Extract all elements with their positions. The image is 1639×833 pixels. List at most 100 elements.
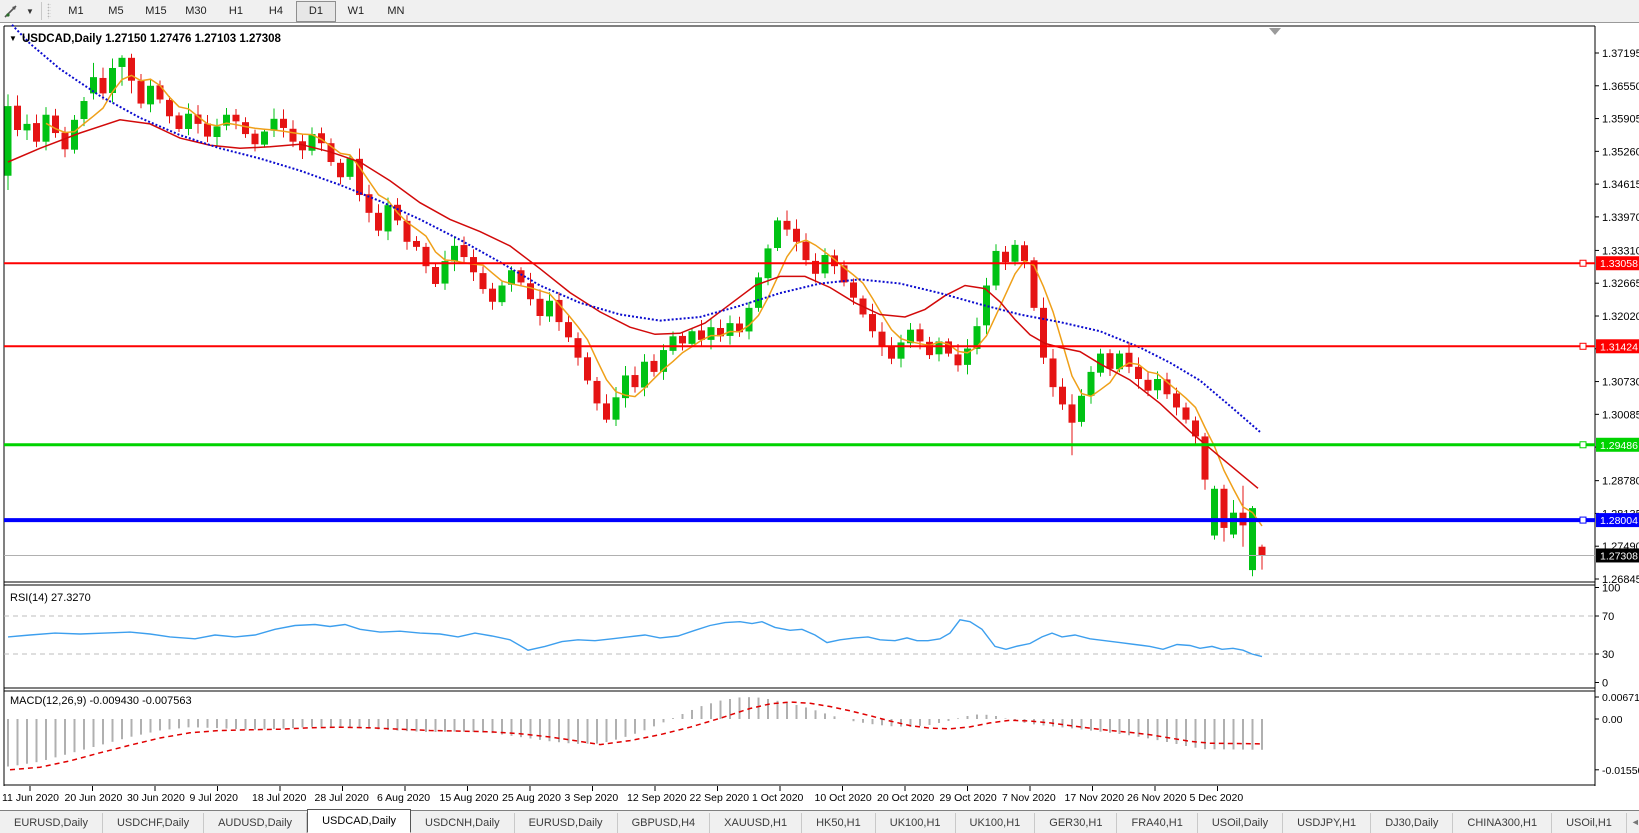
price-badge-1.33058: 1.33058 [1596, 256, 1639, 271]
macd-axis-label: -0.015502 [1602, 765, 1639, 777]
svg-text:1.29486: 1.29486 [1600, 440, 1638, 452]
price-axis-label: 1.33970 [1602, 212, 1639, 224]
symbol-tab-uk100-h1[interactable]: UK100,H1 [876, 813, 956, 833]
symbol-tab-usoil-h1[interactable]: USOil,H1 [1552, 813, 1627, 833]
symbol-tab-usdcnh-daily[interactable]: USDCNH,Daily [411, 813, 515, 833]
ma-slow-blue-line [11, 24, 1261, 433]
chart-frame [3, 25, 1596, 786]
date-axis-label: 26 Nov 2020 [1127, 792, 1187, 804]
toolbar-dropdown-caret[interactable]: ▼ [26, 6, 34, 16]
symbol-tab-fra40-h1[interactable]: FRA40,H1 [1117, 813, 1198, 833]
date-axis-label: 22 Sep 2020 [690, 792, 750, 804]
collapse-chart-icon: ▼ [9, 34, 17, 43]
symbol-tab-china300-h1[interactable]: CHINA300,H1 [1453, 813, 1553, 833]
svg-text:1.27308: 1.27308 [1600, 550, 1638, 562]
hline-1.31424[interactable] [4, 342, 1595, 350]
hline-handle[interactable] [1579, 441, 1587, 449]
hline-handle[interactable] [1579, 516, 1587, 524]
symbol-tab-gbpusd-h4[interactable]: GBPUSD,H4 [618, 813, 711, 833]
symbol-tab-eurusd-daily[interactable]: EURUSD,Daily [0, 813, 103, 833]
date-axis: 11 Jun 2020 20 Jun 2020 30 Jun 2020 9 Jul 2… [2, 786, 1243, 804]
price-axis-label: 1.30085 [1602, 409, 1639, 421]
date-axis-label: 1 Oct 2020 [752, 792, 804, 804]
chart-canvas[interactable]: ▼ USDCAD,Daily 1.27150 1.27476 1.27103 1.… [0, 23, 1639, 810]
symbol-tab-audusd-daily[interactable]: AUDUSD,Daily [204, 813, 308, 833]
date-axis-label: 25 Aug 2020 [502, 792, 561, 804]
symbol-tab-usdjpy-h1[interactable]: USDJPY,H1 [1283, 813, 1372, 833]
timeframe-button-w1[interactable]: W1 [347, 5, 365, 17]
symbol-tab-ger30-h1[interactable]: GER30,H1 [1035, 813, 1118, 833]
symbol-tab-eurusd-daily[interactable]: EURUSD,Daily [515, 813, 618, 833]
price-axis-label: 1.28780 [1602, 476, 1639, 488]
price-axis-label: 1.33310 [1602, 245, 1639, 257]
date-axis-label: 5 Dec 2020 [1190, 792, 1244, 804]
timeframe-button-m30[interactable]: M30 [185, 5, 207, 17]
price-axis-label: 1.37195 [1602, 48, 1639, 60]
crosshair-icon[interactable] [0, 1, 26, 21]
symbol-tab-usdchf-daily[interactable]: USDCHF,Daily [103, 813, 205, 833]
macd-axis-label: 0.00 [1602, 714, 1623, 726]
ma-fast-orange-line [45, 74, 1263, 527]
timeframe-button-h4[interactable]: H4 [268, 5, 283, 17]
macd-signal-line [9, 701, 1263, 771]
date-axis-label: 17 Nov 2020 [1065, 792, 1125, 804]
hline-1.33058[interactable] [4, 259, 1595, 267]
timeframe-button-d1[interactable]: D1 [295, 0, 336, 22]
rsi-label: RSI(14) 27.3270 [10, 592, 91, 604]
price-badge-1.29486: 1.29486 [1596, 437, 1639, 452]
date-axis-label: 30 Jun 2020 [127, 792, 185, 804]
hline-handle[interactable] [1579, 342, 1587, 350]
price-badge-1.31424: 1.31424 [1596, 339, 1639, 354]
toolbar-separator [40, 2, 42, 20]
price-axis-label: 1.30730 [1602, 377, 1639, 389]
date-axis-label: 3 Sep 2020 [565, 792, 619, 804]
price-badge-1.28004: 1.28004 [1596, 513, 1639, 528]
macd-label: MACD(12,26,9) -0.009430 -0.007563 [10, 695, 192, 707]
timeframe-button-m15[interactable]: M15 [145, 5, 167, 17]
hline-1.29486[interactable] [4, 441, 1595, 449]
symbol-tab-uk100-h1[interactable]: UK100,H1 [956, 813, 1036, 833]
tab-scroll-left-icon[interactable]: ◄ [1630, 817, 1639, 827]
chart-title: USDCAD,Daily 1.27150 1.27476 1.27103 1.2… [22, 33, 282, 45]
price-axis: 1.37195 1.36550 1.35905 1.35260 1.34615 1.339… [1595, 48, 1639, 586]
chart-header: ▼ USDCAD,Daily 1.27150 1.27476 1.27103 1.… [9, 33, 282, 45]
date-axis-label: 11 Jun 2020 [2, 792, 59, 804]
rsi-axis-label: 0 [1602, 678, 1608, 690]
hline-handle[interactable] [1579, 259, 1587, 267]
symbol-tab-dj30-daily[interactable]: DJ30,Daily [1371, 813, 1454, 833]
candlestick-series [4, 53, 1266, 577]
rsi-panel: RSI(14) 27.3270 100 70 30 0 [4, 583, 1620, 690]
tab-scroll-arrows: ◄ ► [1627, 811, 1639, 833]
price-axis-label: 1.34615 [1602, 179, 1639, 191]
rsi-line [7, 619, 1263, 658]
price-axis-label: 1.32020 [1602, 311, 1639, 323]
date-axis-label: 12 Sep 2020 [627, 792, 687, 804]
date-axis-label: 15 Aug 2020 [440, 792, 499, 804]
timeframe-toolbar: ▼ M1 M5 M15 M30 H1 H4 D1 W1 MN [0, 0, 1639, 23]
svg-text:1.31424: 1.31424 [1600, 341, 1638, 353]
timeframe-button-m1[interactable]: M1 [68, 5, 84, 17]
symbol-tab-xauusd-h1[interactable]: XAUUSD,H1 [710, 813, 803, 833]
toolbar-grip[interactable] [46, 3, 51, 19]
symbol-tabbar: EURUSD,Daily USDCHF,Daily AUDUSD,Daily USDC… [0, 809, 1639, 833]
date-axis-label: 29 Oct 2020 [940, 792, 997, 804]
svg-text:1.28004: 1.28004 [1600, 515, 1638, 527]
timeframe-button-h1[interactable]: H1 [228, 5, 243, 17]
symbol-tab-hk50-h1[interactable]: HK50,H1 [802, 813, 876, 833]
hline-1.28004[interactable] [4, 516, 1595, 524]
macd-axis-label: 0.006712 [1602, 692, 1639, 704]
rsi-axis-label: 70 [1602, 611, 1614, 623]
date-axis-label: 6 Aug 2020 [377, 792, 430, 804]
rsi-axis-label: 30 [1602, 649, 1614, 661]
symbol-tab-usdcad-daily[interactable]: USDCAD,Daily [307, 809, 412, 833]
macd-panel: MACD(12,26,9) -0.009430 -0.007563 0.00671… [7, 692, 1639, 777]
price-axis-label: 1.36550 [1602, 81, 1639, 93]
timeframe-button-mn[interactable]: MN [387, 5, 405, 17]
date-axis-label: 18 Jul 2020 [252, 792, 306, 804]
timeframe-button-m5[interactable]: M5 [108, 5, 124, 17]
chart-shift-marker-icon[interactable] [1269, 28, 1281, 35]
price-axis-label: 1.32665 [1602, 278, 1639, 290]
symbol-tab-usoil-daily[interactable]: USOil,Daily [1198, 813, 1284, 833]
svg-text:1.33058: 1.33058 [1600, 258, 1638, 270]
